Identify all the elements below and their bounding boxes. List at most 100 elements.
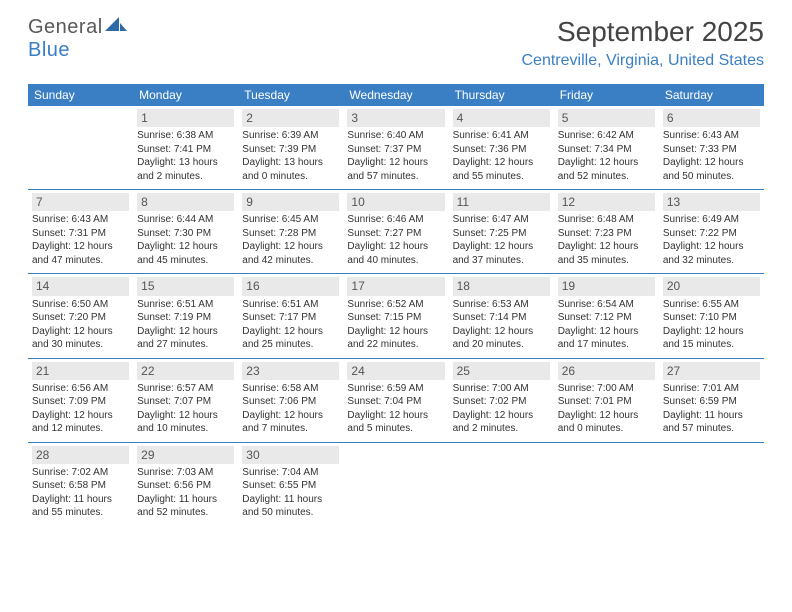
sunrise-text: Sunrise: 6:46 AM: [347, 213, 444, 227]
daylight-text: Daylight: 12 hours and 20 minutes.: [453, 325, 550, 352]
day-cell: 27Sunrise: 7:01 AMSunset: 6:59 PMDayligh…: [659, 359, 764, 442]
daylight-text: Daylight: 11 hours and 55 minutes.: [32, 493, 129, 520]
day-cell: 21Sunrise: 6:56 AMSunset: 7:09 PMDayligh…: [28, 359, 133, 442]
daylight-text: Daylight: 12 hours and 15 minutes.: [663, 325, 760, 352]
sunrise-text: Sunrise: 6:55 AM: [663, 298, 760, 312]
day-cell-empty: [449, 443, 554, 526]
logo-text-general: General: [28, 16, 103, 38]
day-number: 1: [137, 109, 234, 127]
day-number: 6: [663, 109, 760, 127]
title-block: September 2025 Centreville, Virginia, Un…: [522, 16, 765, 70]
weekday-header: Wednesday: [343, 84, 448, 106]
week-row: 28Sunrise: 7:02 AMSunset: 6:58 PMDayligh…: [28, 443, 764, 526]
sunset-text: Sunset: 6:59 PM: [663, 395, 760, 409]
calendar: SundayMondayTuesdayWednesdayThursdayFrid…: [28, 84, 764, 526]
daylight-text: Daylight: 12 hours and 55 minutes.: [453, 156, 550, 183]
sunrise-text: Sunrise: 7:03 AM: [137, 466, 234, 480]
sunrise-text: Sunrise: 6:43 AM: [663, 129, 760, 143]
sunset-text: Sunset: 7:28 PM: [242, 227, 339, 241]
sunset-text: Sunset: 7:27 PM: [347, 227, 444, 241]
daylight-text: Daylight: 12 hours and 30 minutes.: [32, 325, 129, 352]
sunrise-text: Sunrise: 6:50 AM: [32, 298, 129, 312]
sunset-text: Sunset: 7:39 PM: [242, 143, 339, 157]
day-number: 25: [453, 362, 550, 380]
day-cell: 29Sunrise: 7:03 AMSunset: 6:56 PMDayligh…: [133, 443, 238, 526]
sunset-text: Sunset: 7:06 PM: [242, 395, 339, 409]
day-cell-empty: [554, 443, 659, 526]
day-number: 26: [558, 362, 655, 380]
day-cell: 16Sunrise: 6:51 AMSunset: 7:17 PMDayligh…: [238, 274, 343, 357]
sunrise-text: Sunrise: 6:44 AM: [137, 213, 234, 227]
day-cell: 3Sunrise: 6:40 AMSunset: 7:37 PMDaylight…: [343, 106, 448, 189]
sunset-text: Sunset: 7:10 PM: [663, 311, 760, 325]
daylight-text: Daylight: 12 hours and 10 minutes.: [137, 409, 234, 436]
daylight-text: Daylight: 12 hours and 7 minutes.: [242, 409, 339, 436]
day-cell: 2Sunrise: 6:39 AMSunset: 7:39 PMDaylight…: [238, 106, 343, 189]
day-cell: 20Sunrise: 6:55 AMSunset: 7:10 PMDayligh…: [659, 274, 764, 357]
week-row: 21Sunrise: 6:56 AMSunset: 7:09 PMDayligh…: [28, 359, 764, 443]
sunset-text: Sunset: 7:25 PM: [453, 227, 550, 241]
sunset-text: Sunset: 7:02 PM: [453, 395, 550, 409]
day-number: 4: [453, 109, 550, 127]
daylight-text: Daylight: 12 hours and 45 minutes.: [137, 240, 234, 267]
day-number: 3: [347, 109, 444, 127]
day-number: 22: [137, 362, 234, 380]
sunrise-text: Sunrise: 6:49 AM: [663, 213, 760, 227]
sunrise-text: Sunrise: 6:51 AM: [242, 298, 339, 312]
daylight-text: Daylight: 12 hours and 35 minutes.: [558, 240, 655, 267]
day-cell: 26Sunrise: 7:00 AMSunset: 7:01 PMDayligh…: [554, 359, 659, 442]
day-cell: 13 Sunrise: 6:49 AMSunset: 7:22 PMDayligh…: [659, 190, 764, 273]
sunrise-text: Sunrise: 7:02 AM: [32, 466, 129, 480]
weekday-header: Tuesday: [238, 84, 343, 106]
sunrise-text: Sunrise: 6:41 AM: [453, 129, 550, 143]
sunrise-text: Sunrise: 6:38 AM: [137, 129, 234, 143]
daylight-text: Daylight: 12 hours and 5 minutes.: [347, 409, 444, 436]
sunrise-text: Sunrise: 6:47 AM: [453, 213, 550, 227]
sunset-text: Sunset: 7:01 PM: [558, 395, 655, 409]
daylight-text: Daylight: 13 hours and 0 minutes.: [242, 156, 339, 183]
week-row: 14Sunrise: 6:50 AMSunset: 7:20 PMDayligh…: [28, 274, 764, 358]
sunrise-text: Sunrise: 6:42 AM: [558, 129, 655, 143]
sunrise-text: Sunrise: 6:58 AM: [242, 382, 339, 396]
daylight-text: Daylight: 12 hours and 40 minutes.: [347, 240, 444, 267]
calendar-body: 1Sunrise: 6:38 AMSunset: 7:41 PMDaylight…: [28, 106, 764, 526]
day-cell: 28Sunrise: 7:02 AMSunset: 6:58 PMDayligh…: [28, 443, 133, 526]
header: General Blue September 2025 Centreville,…: [0, 0, 792, 76]
daylight-text: Daylight: 12 hours and 52 minutes.: [558, 156, 655, 183]
daylight-text: Daylight: 11 hours and 57 minutes.: [663, 409, 760, 436]
weekday-header: Sunday: [28, 84, 133, 106]
day-cell: 19Sunrise: 6:54 AMSunset: 7:12 PMDayligh…: [554, 274, 659, 357]
sunset-text: Sunset: 7:07 PM: [137, 395, 234, 409]
sunrise-text: Sunrise: 7:04 AM: [242, 466, 339, 480]
sunset-text: Sunset: 7:15 PM: [347, 311, 444, 325]
weekday-header: Friday: [554, 84, 659, 106]
weekday-header: Monday: [133, 84, 238, 106]
daylight-text: Daylight: 12 hours and 25 minutes.: [242, 325, 339, 352]
daylight-text: Daylight: 12 hours and 27 minutes.: [137, 325, 234, 352]
day-cell: 8Sunrise: 6:44 AMSunset: 7:30 PMDaylight…: [133, 190, 238, 273]
day-cell: 30Sunrise: 7:04 AMSunset: 6:55 PMDayligh…: [238, 443, 343, 526]
sunrise-text: Sunrise: 7:00 AM: [453, 382, 550, 396]
day-number: 13: [663, 193, 760, 211]
day-cell: 17Sunrise: 6:52 AMSunset: 7:15 PMDayligh…: [343, 274, 448, 357]
day-number: 16: [242, 277, 339, 295]
sunrise-text: Sunrise: 6:39 AM: [242, 129, 339, 143]
sunrise-text: Sunrise: 6:56 AM: [32, 382, 129, 396]
location-subtitle: Centreville, Virginia, United States: [522, 52, 765, 70]
day-number: 27: [663, 362, 760, 380]
sunset-text: Sunset: 7:33 PM: [663, 143, 760, 157]
day-number: 11: [453, 193, 550, 211]
daylight-text: Daylight: 12 hours and 37 minutes.: [453, 240, 550, 267]
day-number: 9: [242, 193, 339, 211]
day-number: 17: [347, 277, 444, 295]
daylight-text: Daylight: 12 hours and 2 minutes.: [453, 409, 550, 436]
daylight-text: Daylight: 12 hours and 42 minutes.: [242, 240, 339, 267]
daylight-text: Daylight: 12 hours and 32 minutes.: [663, 240, 760, 267]
logo-sail-icon: [105, 17, 127, 38]
sunset-text: Sunset: 7:19 PM: [137, 311, 234, 325]
day-cell: 9Sunrise: 6:45 AMSunset: 7:28 PMDaylight…: [238, 190, 343, 273]
sunset-text: Sunset: 7:22 PM: [663, 227, 760, 241]
sunset-text: Sunset: 6:58 PM: [32, 479, 129, 493]
day-cell: 18Sunrise: 6:53 AMSunset: 7:14 PMDayligh…: [449, 274, 554, 357]
weekday-header-row: SundayMondayTuesdayWednesdayThursdayFrid…: [28, 84, 764, 106]
